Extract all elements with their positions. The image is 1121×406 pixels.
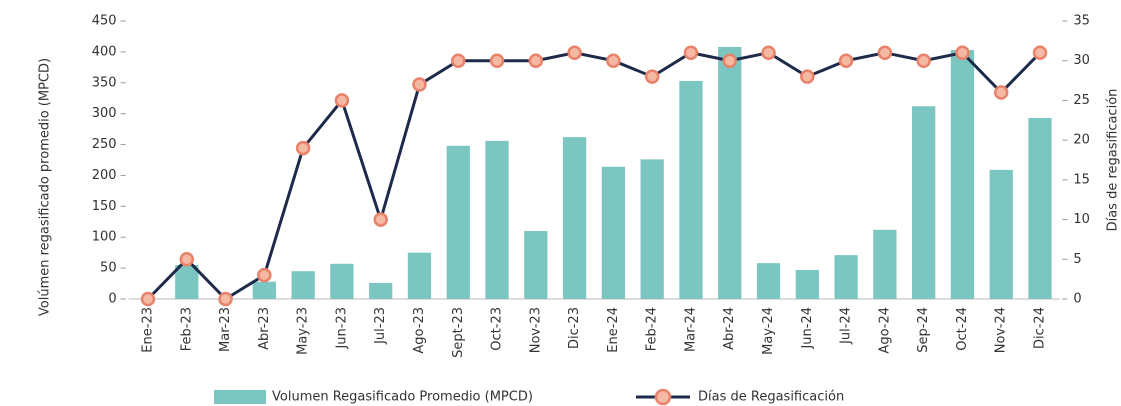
x-tick-label: Abr-24 [722,307,737,350]
bar [407,252,432,299]
marker [140,291,156,307]
marker [451,53,466,68]
y-tick-label: 300 [92,106,117,121]
marker [644,69,660,84]
bar [562,137,587,299]
legend-marker [654,388,672,406]
x-tick-label: Feb-24 [645,307,660,351]
line [146,51,1042,301]
bar [524,231,548,299]
bar [369,282,393,299]
y2-tick-label: 15 [1073,172,1090,187]
y2-tick-label: 0 [1073,292,1081,307]
marker [179,252,195,267]
marker [800,69,815,84]
bar [252,281,276,299]
y-tick-label: 50 [100,261,117,276]
marker [683,45,699,61]
x-tick-label: Sept-23 [451,307,466,358]
bar [330,263,354,299]
marker [295,140,311,156]
bar [989,169,1013,299]
marker [1032,45,1048,61]
x-tick-label: Oct-23 [490,307,505,351]
bar [640,159,664,299]
x-tick-label: Feb-23 [179,307,194,351]
y2-tick-label: 25 [1073,93,1090,108]
x-tick-label: Ago-24 [877,307,892,354]
x-tick-label: Mar-24 [683,307,698,352]
bar [175,265,199,299]
y2-tick-label: 30 [1073,53,1090,68]
x-tick-label: Jun-23 [334,307,349,350]
y2-axis-title: Días de regasificación [1106,89,1121,232]
bar [795,269,819,299]
bar [873,229,897,299]
x-tick-label: Mar-23 [218,307,233,352]
marker [877,45,893,61]
marker [838,53,854,68]
y2-tick-label: 5 [1073,252,1081,267]
y-tick-label: 150 [92,199,117,214]
x-tick-label: Jun-24 [800,307,815,350]
x-tick-label: Sep-24 [916,307,931,353]
bar [485,140,509,299]
marker [373,212,388,227]
y-tick-label: 250 [92,137,117,152]
y-tick-label: 100 [92,230,117,245]
x-tick-label: Jul-24 [839,307,854,345]
marker [916,53,931,68]
bar [1028,117,1052,299]
x-tick-label: Ago-23 [412,307,427,354]
y-tick-label: 400 [92,44,117,59]
x-tick-label: May-23 [296,307,311,355]
legend-label: Días de Regasificación [698,390,844,405]
x-tick-label: Ene-23 [140,307,155,353]
y-axis-title: Volúmen regasificado promedio (MPCD) [38,58,53,316]
y-tick-label: 450 [92,14,117,29]
x-tick-label: Dic-23 [567,307,582,349]
y2-tick-label: 35 [1073,14,1090,29]
x-tick-label: Oct-24 [955,307,970,351]
marker [528,53,544,68]
x-tick-label: Nov-24 [994,307,1009,353]
marker [567,45,582,61]
x-tick-label: Jul-23 [373,307,388,345]
x-tick-label: Ene-24 [606,307,621,353]
bar [834,255,858,299]
x-tick-label: Abr-23 [257,307,272,350]
marker [993,85,1009,100]
marker [334,93,350,108]
marker [257,267,272,283]
y-tick-label: 200 [92,168,117,183]
bar [679,80,703,300]
bar [446,145,470,299]
bar [718,46,742,299]
marker [218,291,233,307]
y2-tick-label: 20 [1073,133,1090,148]
x-tick-label: May-24 [761,307,776,355]
y-tick-label: 0 [108,292,116,307]
x-tick-label: Nov-23 [528,307,543,353]
legend-label: Volumen Regasificado Promedio (MPCD) [272,390,533,405]
bar [756,263,781,299]
bar [291,271,315,299]
marker [489,53,505,68]
legend-swatch [214,390,266,404]
y2-tick-label: 10 [1073,212,1090,227]
bar [601,166,626,299]
marker [761,45,776,61]
marker [606,53,621,68]
x-tick-label: Dic-24 [1033,307,1048,349]
marker [412,77,427,92]
y-tick-label: 350 [92,75,117,90]
bar [950,50,975,300]
marker [722,53,737,68]
marker [955,45,970,61]
bar [912,106,936,300]
